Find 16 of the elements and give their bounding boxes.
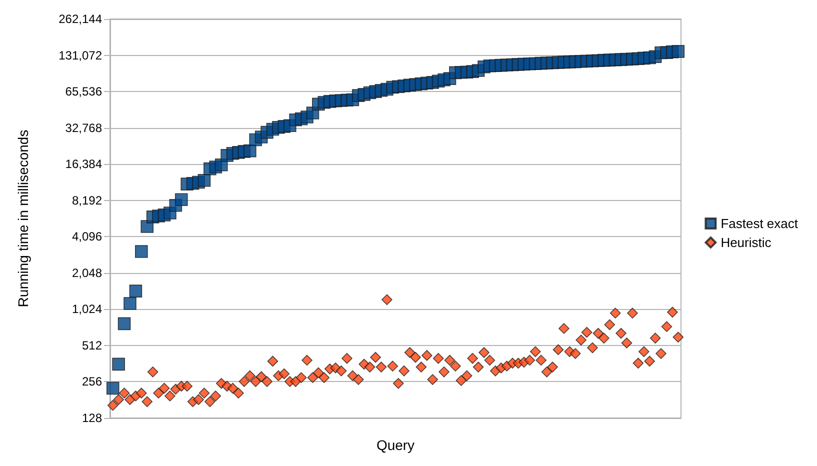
y-tick-label: 65,536 [65,84,102,99]
y-tick-label: 131,072 [58,48,102,62]
y-axis-title: Running time in milliseconds [15,130,31,308]
y-tick-label: 32,768 [65,120,102,135]
y-tick-label: 262,144 [58,12,102,26]
y-tick-label: 16,384 [65,157,102,172]
y-tick-label: 8,192 [72,193,102,208]
x-axis-title: Query [376,437,415,453]
y-tick-label: 512 [82,338,102,352]
legend-label: Heuristic [720,235,772,250]
y-tick-label: 4,096 [72,230,102,244]
y-tick-label: 2,048 [72,266,102,280]
legend-label: Fastest exact [720,216,798,231]
y-tick-label: 1,024 [72,302,102,316]
y-tick-label: 256 [82,374,102,389]
y-tick-label: 128 [82,411,102,425]
